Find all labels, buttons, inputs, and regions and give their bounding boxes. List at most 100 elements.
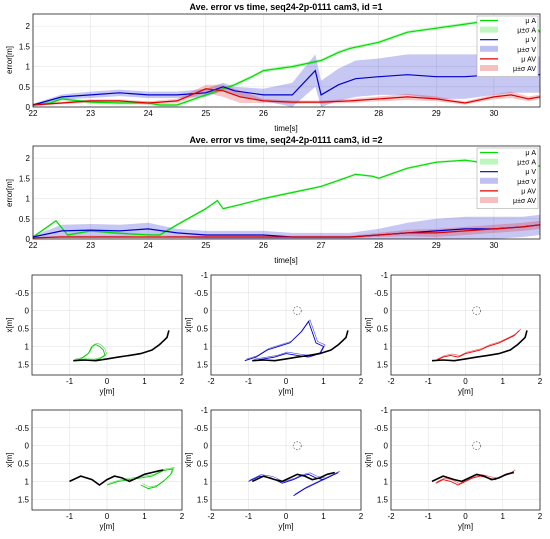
x-tick-label: 25 bbox=[201, 241, 210, 250]
y-axis-label: x[m] bbox=[364, 452, 373, 467]
y-axis-label: x[m] bbox=[364, 317, 373, 332]
ground-truth-track bbox=[251, 471, 335, 483]
estimated-track-sample bbox=[108, 467, 175, 488]
legend-entry: μ A bbox=[525, 150, 536, 157]
x-tick-label: 23 bbox=[86, 241, 95, 250]
y-tick-label: 2 bbox=[26, 154, 31, 163]
y-tick-label: 1 bbox=[25, 477, 30, 486]
x-tick-label: 1 bbox=[501, 512, 506, 521]
y-tick-label: 0.5 bbox=[19, 83, 31, 92]
x-tick-label: 30 bbox=[489, 241, 498, 250]
y-axis-label: x[m] bbox=[5, 452, 14, 467]
y-tick-label: 0 bbox=[26, 235, 31, 244]
y-tick-label: 1.5 bbox=[377, 360, 389, 369]
trajectory-panel-row1-col3: -2 -1 0 1 2 -1 -0.5 0 0.5 1 1.5 y[m] x[m] bbox=[364, 271, 543, 396]
y-tick-label: 0 bbox=[384, 307, 389, 316]
y-axis-label: x[m] bbox=[184, 317, 193, 332]
x-tick-label: 0 bbox=[284, 512, 289, 521]
plot-background bbox=[33, 14, 540, 107]
legend-box bbox=[476, 147, 539, 209]
estimated-track bbox=[244, 320, 325, 362]
x-tick-label: 29 bbox=[432, 109, 441, 118]
time-series-panel-2: Ave. error vs time, seq24-2p-0111 cam3, … bbox=[5, 135, 541, 265]
x-tick-label: 1 bbox=[501, 377, 506, 386]
x-tick-label: 22 bbox=[29, 241, 38, 250]
time-series-panel-1: Ave. error vs time, seq24-2p-0111 cam3, … bbox=[5, 2, 541, 133]
y-tick-label: 0 bbox=[204, 307, 209, 316]
series-line bbox=[32, 159, 541, 238]
legend-entry: μ±σ AV bbox=[513, 198, 536, 205]
camera-marker bbox=[472, 306, 482, 316]
x-tick-label: 27 bbox=[317, 109, 326, 118]
legend-entry: μ AV bbox=[521, 56, 536, 63]
y-tick-label: 0.5 bbox=[377, 460, 389, 469]
series-band bbox=[33, 52, 540, 107]
trajectory-panel-row1-col1: -1 0 1 2 -0.5 0 0.5 1 1.5 y[m] x[m] bbox=[5, 274, 185, 396]
x-tick-label: 1 bbox=[142, 377, 147, 386]
camera-marker bbox=[472, 441, 482, 451]
trajectory-panel-row1-col2: -2 -1 0 1 2 -1 -0.5 0 0.5 1 1.5 y[m] x[m] bbox=[184, 271, 364, 396]
x-tick-label: 28 bbox=[374, 241, 383, 250]
x-axis-label: y[m] bbox=[458, 522, 473, 531]
x-tick-label: 1 bbox=[142, 512, 147, 521]
trajectory-panel-row2-col3: -2 -1 0 1 2 -1 -0.5 0 0.5 1 1.5 y[m] x[m] bbox=[364, 406, 543, 531]
y-tick-label: 1 bbox=[204, 477, 209, 486]
y-tick-label: 1.5 bbox=[377, 495, 389, 504]
legend-entry: μ V bbox=[525, 169, 536, 176]
y-tick-label: 0 bbox=[204, 442, 209, 451]
x-tick-label: 24 bbox=[144, 241, 153, 250]
plot-frame bbox=[32, 145, 541, 240]
y-tick-label: 1.5 bbox=[18, 495, 30, 504]
x-tick-label: 2 bbox=[359, 377, 364, 386]
y-tick-label: 2 bbox=[26, 22, 31, 31]
estimated-track-sample bbox=[249, 470, 341, 495]
chart-1-ylabel: error[m] bbox=[5, 46, 14, 74]
y-tick-label: -0.5 bbox=[194, 289, 208, 298]
estimated-track bbox=[435, 330, 520, 362]
x-axis-label: y[m] bbox=[99, 387, 114, 396]
x-tick-label: -2 bbox=[387, 512, 395, 521]
y-tick-label: 0 bbox=[25, 442, 30, 451]
trajectory-panel-row2-col2: -2 -1 0 1 2 -1 -0.5 0 0.5 1 1.5 y[m] x[m] bbox=[184, 406, 364, 531]
trajectory-panel-row2-col1: -1 0 1 2 -0.5 0 0.5 1 1.5 y[m] x[m] bbox=[5, 409, 185, 531]
y-tick-label: 1 bbox=[26, 63, 31, 72]
plot-frame bbox=[390, 274, 541, 376]
estimated-track-sample bbox=[74, 342, 107, 360]
y-tick-label: -0.5 bbox=[374, 289, 388, 298]
x-axis-label: y[m] bbox=[458, 387, 473, 396]
y-tick-label: 1 bbox=[26, 195, 31, 204]
legend-band-swatch bbox=[480, 45, 498, 52]
x-tick-label: 2 bbox=[180, 377, 185, 386]
y-tick-label: 1.5 bbox=[19, 174, 31, 183]
ground-truth-track bbox=[73, 330, 170, 362]
chart-1-xlabel: time[s] bbox=[274, 124, 298, 133]
y-axis-label: x[m] bbox=[184, 452, 193, 467]
y-tick-label: 0.5 bbox=[18, 460, 30, 469]
y-tick-label: 0.5 bbox=[197, 460, 209, 469]
y-tick-label: 0 bbox=[25, 307, 30, 316]
estimated-track-sample bbox=[437, 328, 522, 360]
legend-entry: μ±σ V bbox=[517, 47, 536, 54]
estimated-track-sample bbox=[246, 319, 326, 360]
x-tick-label: -2 bbox=[387, 377, 395, 386]
chart-2-ylabel: error[m] bbox=[5, 179, 14, 207]
y-tick-label: 0.5 bbox=[197, 325, 209, 334]
x-tick-label: -1 bbox=[66, 512, 74, 521]
x-tick-label: 1 bbox=[321, 512, 326, 521]
series-line bbox=[32, 19, 541, 106]
legend-band-swatch bbox=[480, 177, 498, 184]
legend-box bbox=[476, 15, 539, 77]
x-tick-label: 26 bbox=[259, 109, 268, 118]
y-tick-label: -1 bbox=[201, 406, 209, 415]
y-tick-label: 1 bbox=[384, 477, 389, 486]
x-tick-label: 22 bbox=[29, 109, 38, 118]
x-tick-label: -2 bbox=[207, 377, 215, 386]
x-tick-label: -1 bbox=[425, 377, 433, 386]
y-tick-label: -0.5 bbox=[15, 289, 29, 298]
chart-2-xlabel: time[s] bbox=[274, 256, 298, 265]
legend-entry: μ±σ A bbox=[517, 160, 536, 167]
x-tick-label: 26 bbox=[259, 241, 268, 250]
y-tick-label: -0.5 bbox=[374, 424, 388, 433]
y-tick-label: 0 bbox=[384, 442, 389, 451]
